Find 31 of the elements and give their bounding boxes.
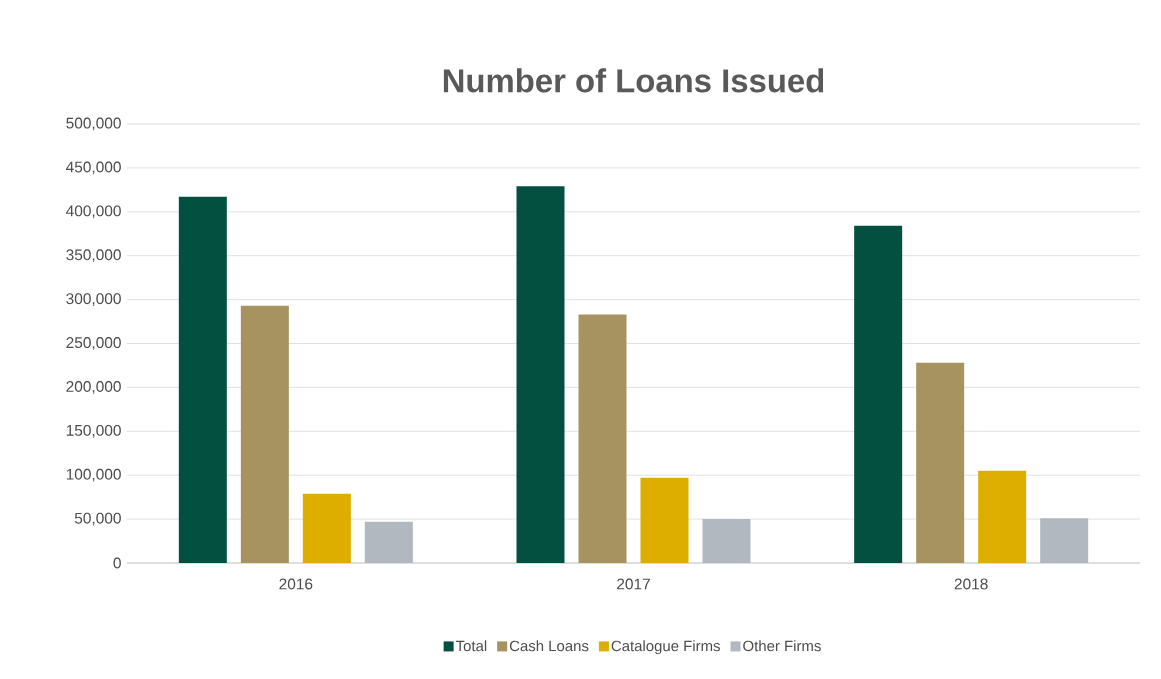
legend-label: Catalogue Firms	[611, 640, 720, 655]
y-tick-label: 50,000	[74, 512, 121, 526]
y-tick-label: 250,000	[66, 337, 121, 350]
x-tick-label: 2016	[279, 578, 313, 590]
y-tick-label: 200,000	[66, 381, 121, 394]
y-tick-label: 300,000	[66, 293, 121, 306]
y-tick-label: 350,000	[66, 249, 121, 263]
legend-label: Other Firms	[743, 640, 821, 652]
bar	[302, 493, 351, 563]
bar	[578, 314, 627, 563]
y-tick-label: 0	[113, 557, 121, 569]
y-tick-label: 100,000	[66, 468, 121, 482]
legend-label: Cash Loans	[509, 640, 589, 652]
bar	[364, 521, 413, 563]
bar	[702, 519, 751, 563]
legend-label: Total	[455, 640, 487, 652]
bar	[178, 196, 227, 563]
x-tick-label: 2018	[954, 578, 988, 590]
bar	[1040, 518, 1089, 563]
chart-title: Number of Loans Issued	[443, 68, 824, 93]
bar	[640, 477, 689, 563]
bar	[978, 470, 1027, 563]
bar	[916, 362, 965, 563]
bar	[516, 186, 565, 563]
y-tick-label: 500,000	[66, 117, 121, 131]
bar	[240, 305, 289, 563]
y-tick-label: 400,000	[66, 205, 121, 219]
y-tick-label: 450,000	[66, 161, 121, 175]
bar	[854, 225, 903, 563]
x-tick-label: 2017	[617, 578, 650, 590]
y-tick-label: 150,000	[66, 424, 121, 438]
